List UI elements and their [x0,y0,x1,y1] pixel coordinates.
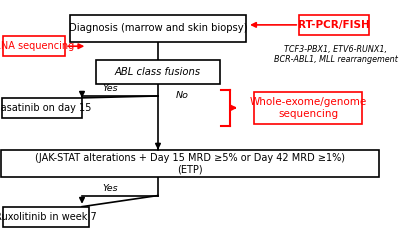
Text: Dasatinib on day 15: Dasatinib on day 15 [0,103,91,113]
FancyBboxPatch shape [70,15,246,42]
Text: Whole-exome/genome
sequencing: Whole-exome/genome sequencing [249,97,367,119]
Text: (JAK-STAT alterations + Day 15 MRD ≥5% or Day 42 MRD ≥1%)
(ETP): (JAK-STAT alterations + Day 15 MRD ≥5% o… [35,153,345,174]
Text: RT-PCR/FISH: RT-PCR/FISH [298,20,370,30]
Text: Ruxolitinib in week 7: Ruxolitinib in week 7 [0,212,97,222]
FancyBboxPatch shape [2,98,82,118]
FancyBboxPatch shape [299,15,369,35]
FancyBboxPatch shape [3,207,89,227]
Text: Yes: Yes [102,84,118,93]
Text: No: No [176,91,188,100]
Text: Diagnosis (marrow and skin biopsy): Diagnosis (marrow and skin biopsy) [69,23,247,33]
FancyBboxPatch shape [96,60,220,84]
Text: ABL class fusions: ABL class fusions [115,67,201,77]
FancyBboxPatch shape [3,36,65,56]
FancyBboxPatch shape [254,92,362,124]
Text: TCF3-PBX1, ETV6-RUNX1,
BCR-ABL1, MLL rearrangement: TCF3-PBX1, ETV6-RUNX1, BCR-ABL1, MLL rea… [274,45,398,64]
FancyBboxPatch shape [1,150,379,177]
Text: Yes: Yes [102,184,118,193]
Text: RNA sequencing: RNA sequencing [0,41,74,51]
